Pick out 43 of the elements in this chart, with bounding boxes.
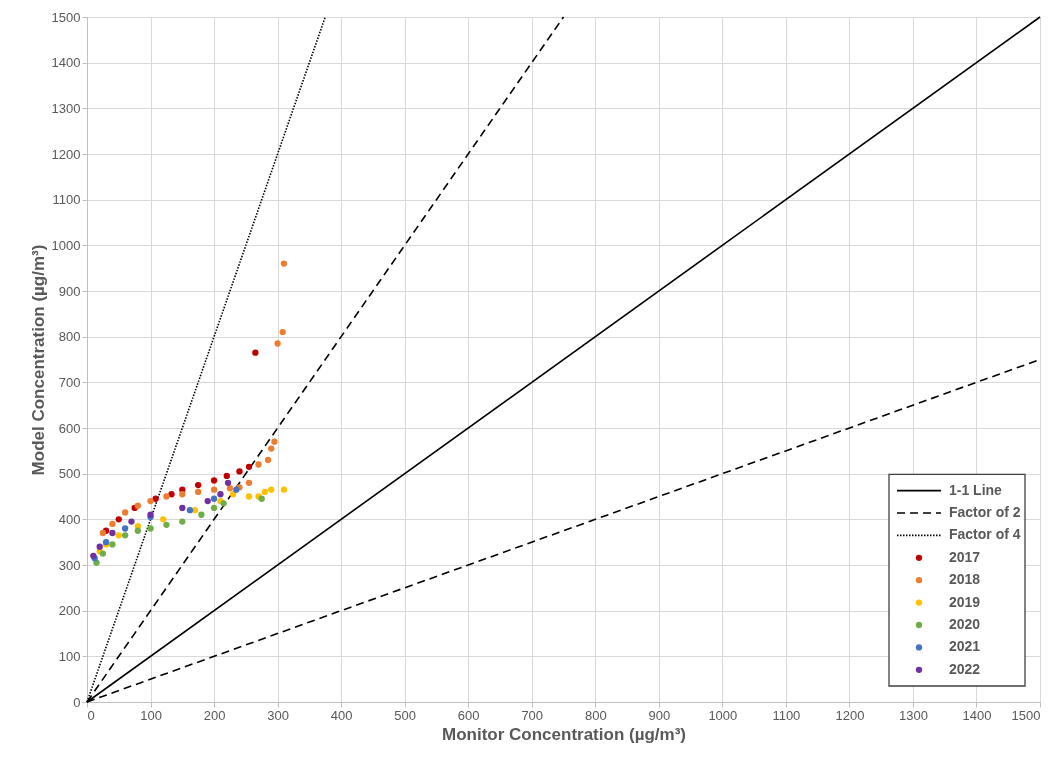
y-tick-label: 600 (58, 420, 81, 436)
legend-label: 2018 (949, 571, 981, 588)
y-tick-label: 200 (58, 603, 81, 619)
x-axis-title: Monitor Concentration (µg/m³) (442, 724, 686, 744)
y-tick-label: 1400 (51, 55, 81, 71)
x-tick-label: 800 (584, 707, 607, 723)
x-tick-label: 100 (140, 707, 162, 723)
legend-label: 2021 (949, 638, 981, 655)
x-tick-label: 200 (203, 707, 226, 723)
x-tick-label: 500 (394, 707, 417, 723)
y-tick-label: 900 (58, 283, 81, 299)
legend-label: Factor of 4 (949, 526, 1021, 543)
y-tick-label: 400 (58, 511, 81, 527)
x-tick-label: 0 (87, 707, 95, 723)
x-tick-label: 700 (521, 707, 544, 723)
legend-label: Factor of 2 (949, 504, 1021, 520)
y-tick-label: 0 (73, 694, 81, 710)
x-tick-label: 1300 (898, 707, 928, 723)
x-tick-label: 400 (330, 707, 353, 723)
y-axis-title: Model Concentration (µg/m³) (28, 244, 48, 476)
y-tick-label: 1300 (51, 100, 81, 116)
x-tick-label: 1000 (708, 707, 738, 723)
x-tick-label: 600 (457, 707, 480, 723)
x-tick-label: 1500 (1011, 707, 1041, 723)
x-tick-label: 300 (267, 707, 289, 723)
legend-label: 2017 (949, 548, 981, 565)
legend-label: 2020 (949, 616, 981, 632)
y-tick-label: 500 (58, 466, 81, 482)
x-tick-label: 1100 (772, 707, 801, 723)
x-tick-label: 900 (648, 707, 671, 723)
y-tick-label: 1500 (51, 9, 81, 25)
y-tick-label: 300 (58, 557, 81, 573)
y-tick-label: 100 (58, 648, 81, 664)
y-tick-label: 1200 (51, 146, 81, 162)
legend-label: 2022 (949, 660, 981, 677)
y-tick-label: 1000 (51, 237, 81, 253)
legend-label: 1-1 Line (949, 481, 1003, 498)
y-tick-label: 700 (58, 374, 81, 390)
y-tick-label: 800 (58, 329, 81, 345)
x-tick-label: 1400 (962, 707, 992, 723)
legend-label: 2019 (949, 593, 981, 610)
y-tick-label: 1100 (52, 192, 81, 208)
x-tick-label: 1200 (835, 707, 865, 723)
